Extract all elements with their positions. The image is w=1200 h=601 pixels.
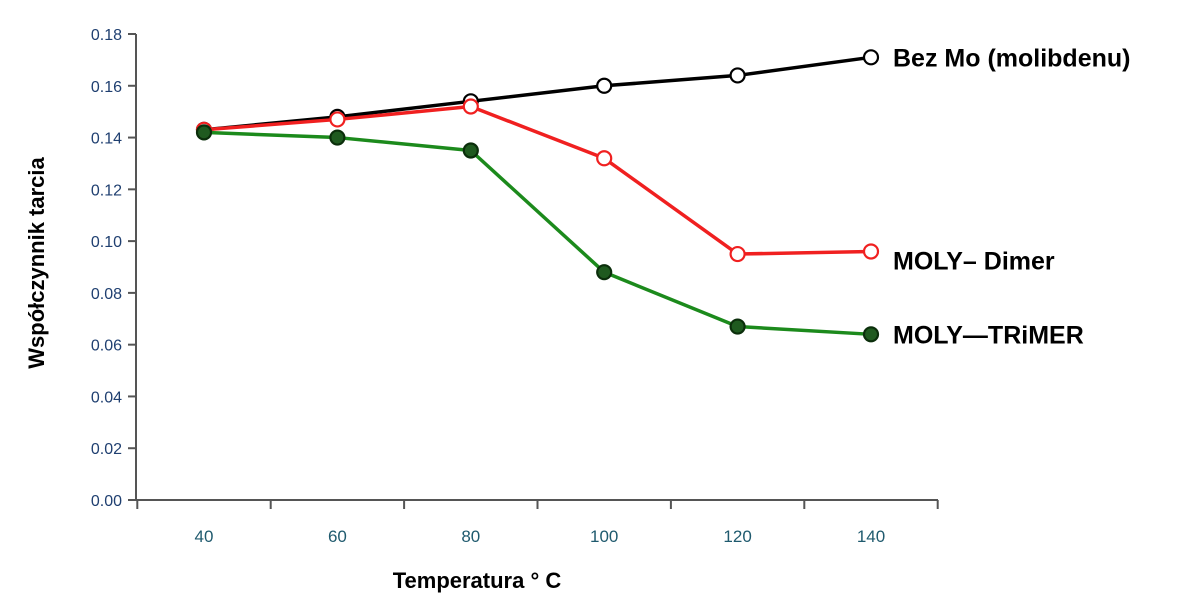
x-tick-label: 140	[857, 527, 885, 546]
y-axis-ticks: 0.00 0.02 0.04 0.06 0.08 0.10 0.12 0.14 0.16 0.18	[91, 27, 136, 510]
y-tick-label: 0.16	[91, 79, 122, 96]
data-point	[195, 124, 213, 141]
data-point	[729, 318, 746, 335]
y-axis: 0.00 0.02 0.04 0.06 0.08 0.10 0.12 0.14 0.16 0.18	[91, 27, 137, 510]
y-tick-label: 0.12	[91, 182, 122, 199]
x-tick-label: 80	[461, 527, 480, 546]
x-axis: 40 60 80 100 120 140	[136, 499, 939, 546]
data-point	[462, 142, 479, 159]
data-point	[462, 98, 479, 115]
data-point	[596, 77, 613, 94]
data-point	[596, 264, 613, 281]
series-label: Bez Mo (molibdenu)	[893, 44, 1130, 72]
y-tick-label: 0.00	[91, 493, 122, 510]
y-tick-label: 0.04	[91, 389, 122, 406]
data-point	[862, 326, 880, 343]
series-line	[203, 104, 872, 256]
series-label: MOLY– Dimer	[893, 247, 1055, 275]
x-tick-label: 60	[328, 527, 347, 546]
x-axis-ticks: 40 60 80 100 120 140	[136, 500, 939, 546]
data-point	[729, 245, 746, 263]
data-point	[596, 150, 613, 167]
data-point	[329, 111, 346, 128]
x-axis-title: Temperatura ° C	[393, 568, 562, 593]
y-tick-label: 0.08	[91, 286, 122, 303]
y-tick-label: 0.10	[91, 234, 122, 251]
x-tick-label: 100	[590, 527, 618, 546]
series-layer	[195, 49, 880, 343]
x-tick-label: 120	[723, 527, 751, 546]
y-tick-label: 0.18	[91, 27, 122, 44]
y-axis-title: Współczynnik tarcia	[24, 156, 49, 368]
series-label: MOLY—TRiMER	[893, 321, 1084, 349]
y-tick-label: 0.02	[91, 441, 122, 458]
data-point	[729, 67, 746, 84]
y-tick-label: 0.14	[91, 131, 122, 148]
series-line	[203, 130, 872, 337]
data-point	[329, 129, 346, 146]
data-point	[862, 243, 880, 260]
data-point	[862, 49, 880, 66]
x-tick-label: 40	[195, 527, 214, 546]
y-tick-label: 0.06	[91, 338, 122, 355]
series-line	[203, 55, 872, 132]
series-1	[195, 98, 880, 263]
series-2	[195, 124, 880, 343]
series-labels: Bez Mo (molibdenu) MOLY– Dimer MOLY—TRiMER	[893, 44, 1130, 349]
